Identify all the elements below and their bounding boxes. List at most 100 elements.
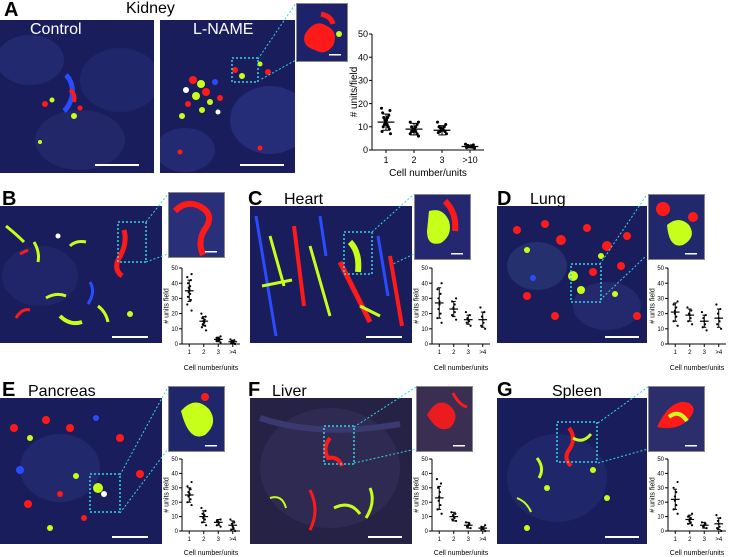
brain-title-label: Brain: [46, 191, 84, 208]
data-point: [186, 303, 189, 306]
y-axis-title: # units field: [413, 288, 420, 324]
chart-f-svg: 0 10 20 30 40 50 1 2 3 >4 Cell number/units # units…: [413, 457, 490, 557]
data-point: [451, 518, 454, 521]
data-point: [439, 482, 443, 485]
spleen-inset: [648, 386, 705, 452]
data-point: [190, 272, 193, 276]
data-point: [435, 120, 440, 124]
spleen-image: [497, 398, 647, 544]
data-point: [463, 142, 468, 146]
data-point: [483, 529, 487, 533]
pancreas-inset: [168, 386, 225, 452]
x-tick-label: 3: [217, 537, 221, 543]
y-tick-label: 40: [421, 281, 428, 287]
brain-micrograph: [0, 206, 162, 343]
x-tick-label: 3: [467, 350, 471, 356]
data-point: [690, 309, 693, 312]
x-tick-label: 1: [188, 537, 192, 543]
data-point: [480, 324, 483, 327]
y-tick-label: 0: [661, 342, 665, 348]
x-axis-title: Cell number/units: [434, 365, 489, 372]
x-tick-label: 2: [411, 155, 416, 165]
lung-title: Lung: [530, 191, 566, 208]
kidney-title: Kidney: [126, 0, 175, 17]
heart-inset-image: [415, 195, 470, 259]
data-point: [204, 329, 208, 332]
liver-inset-image: [417, 387, 472, 451]
y-tick-label: 0: [661, 529, 665, 535]
data-point: [215, 519, 218, 523]
y-tick-label: 20: [421, 312, 428, 318]
y-tick-label: 30: [421, 486, 428, 492]
y-tick-label: 20: [171, 500, 178, 506]
chart-d: 0 10 20 30 40 50 1 2 3 >4 Cell number/units # units…: [648, 262, 730, 372]
data-point: [186, 295, 190, 298]
data-point: [382, 115, 386, 120]
x-tick-label: 3: [439, 155, 444, 165]
x-tick-label: 1: [383, 155, 388, 165]
data-point: [716, 527, 719, 530]
data-point: [690, 512, 694, 515]
data-point: [201, 317, 204, 320]
data-point: [468, 522, 471, 525]
data-point: [676, 512, 679, 515]
data-point: [190, 309, 193, 312]
y-tick-label: 40: [171, 472, 178, 478]
data-point: [479, 306, 482, 309]
data-point: [189, 488, 192, 491]
data-point: [690, 524, 694, 527]
data-point: [233, 521, 236, 524]
data-point: [454, 512, 457, 515]
x-tick-label: 2: [202, 350, 206, 356]
y-axis-title: # units field: [163, 288, 170, 324]
data-point: [454, 519, 458, 523]
heart-micrograph: [250, 206, 412, 343]
y-axis-title: # units field: [413, 477, 420, 513]
spleen-zoom-lines: [597, 386, 649, 464]
y-tick-label: 50: [421, 457, 428, 463]
y-tick-label: 10: [657, 515, 664, 521]
kidney-inset: [296, 3, 348, 62]
data-point: [444, 132, 449, 136]
panel-label-c: C: [248, 188, 263, 210]
y-axis-title: # units field: [649, 477, 656, 513]
data-point: [200, 326, 203, 329]
data-point: [705, 329, 708, 332]
data-point: [381, 125, 385, 129]
y-tick-label: 0: [363, 145, 368, 155]
pancreas-micrograph: [0, 398, 162, 544]
data-point: [483, 327, 487, 330]
heart-title: Heart: [284, 191, 324, 208]
data-point: [719, 327, 723, 330]
data-point: [386, 115, 390, 120]
y-tick-label: 10: [171, 515, 178, 521]
brain-zoom-lines: [145, 194, 169, 263]
data-point: [672, 486, 675, 489]
pancreas-inset-image: [169, 387, 224, 451]
brain-inset: [168, 192, 225, 258]
y-tick-label: 0: [175, 342, 179, 348]
x-tick-label: 3: [703, 537, 707, 543]
data-point: [414, 129, 418, 133]
data-point: [186, 485, 189, 488]
data-point: [464, 521, 468, 524]
y-tick-label: 0: [175, 529, 179, 535]
data-point: [715, 303, 718, 306]
liver-inset: [416, 386, 473, 452]
data-point: [450, 314, 454, 317]
y-tick-label: 40: [358, 52, 368, 62]
data-point: [203, 518, 207, 521]
x-tick-label: >4: [479, 537, 487, 543]
chart-g: 0 10 20 30 40 50 1 2 3 >4 Cell number/units # units…: [648, 453, 730, 557]
x-axis-title: Cell number/units: [434, 550, 489, 557]
lung-inset: [648, 194, 705, 260]
x-tick-label: 1: [674, 350, 678, 356]
chart-g-svg: 0 10 20 30 40 50 1 2 3 >4 Cell number/units # units…: [649, 457, 726, 557]
y-tick-label: 20: [358, 99, 368, 109]
x-axis-title: Cell number/units: [389, 168, 467, 179]
y-tick-label: 40: [657, 472, 664, 478]
data-point: [715, 514, 718, 517]
y-tick-label: 50: [657, 457, 664, 463]
brain-inset-image: [169, 193, 224, 257]
data-point: [676, 324, 679, 327]
